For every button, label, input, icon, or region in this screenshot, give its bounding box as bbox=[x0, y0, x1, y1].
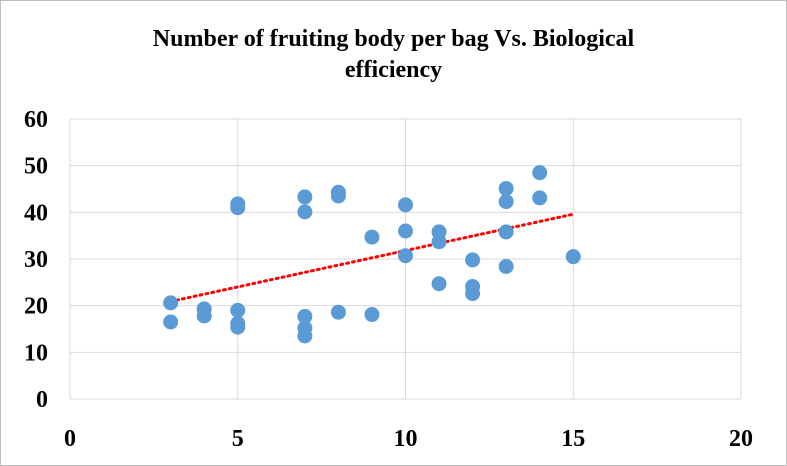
data-point-29 bbox=[498, 194, 514, 210]
data-point-9 bbox=[297, 189, 313, 205]
axes bbox=[69, 119, 741, 400]
data-point-10 bbox=[297, 204, 313, 220]
data-point-32 bbox=[532, 165, 548, 181]
data-points bbox=[163, 165, 581, 344]
x-tick-label-0: 0 bbox=[64, 426, 76, 452]
data-point-0 bbox=[163, 295, 179, 311]
data-point-21 bbox=[398, 248, 413, 264]
data-point-25 bbox=[465, 252, 481, 268]
data-point-20 bbox=[398, 223, 413, 239]
trendline-layer bbox=[169, 212, 575, 303]
x-tick-label-2: 10 bbox=[394, 426, 418, 452]
data-point-13 bbox=[297, 328, 313, 344]
data-point-17 bbox=[364, 229, 380, 245]
data-point-6 bbox=[230, 302, 246, 318]
data-point-15 bbox=[330, 188, 346, 204]
data-point-3 bbox=[196, 308, 212, 324]
data-point-23 bbox=[431, 234, 447, 250]
x-tick-label-1: 5 bbox=[232, 426, 244, 452]
y-tick-label-5: 50 bbox=[24, 154, 48, 180]
data-point-30 bbox=[498, 224, 514, 240]
y-tick-labels: 0 10 20 30 40 50 60 bbox=[24, 107, 48, 413]
y-tick-label-1: 10 bbox=[24, 340, 48, 366]
data-point-8 bbox=[230, 319, 246, 335]
x-tick-labels: 0 5 10 15 20 bbox=[64, 426, 753, 452]
data-point-31 bbox=[498, 258, 514, 274]
chart-title-line-1: Number of fruiting body per bag Vs. Biol… bbox=[152, 26, 635, 52]
data-point-16 bbox=[330, 304, 346, 320]
y-tick-label-0: 0 bbox=[36, 387, 48, 413]
chart-title-line-2: efficiency bbox=[344, 57, 443, 83]
data-point-19 bbox=[398, 197, 413, 213]
data-point-18 bbox=[364, 307, 380, 323]
data-point-33 bbox=[532, 190, 548, 206]
y-tick-label-3: 30 bbox=[24, 247, 48, 273]
data-point-5 bbox=[230, 200, 246, 216]
linear-trendline bbox=[169, 212, 575, 303]
horizontal-gridlines bbox=[70, 118, 741, 353]
data-point-11 bbox=[297, 308, 313, 324]
data-point-1 bbox=[163, 314, 179, 330]
x-tick-label-4: 20 bbox=[729, 426, 753, 452]
data-point-28 bbox=[498, 181, 514, 197]
y-tick-label-2: 20 bbox=[24, 294, 48, 320]
chart-title: Number of fruiting body per bag Vs. Biol… bbox=[0, 24, 787, 86]
data-point-34 bbox=[565, 249, 581, 265]
data-point-24 bbox=[431, 276, 447, 292]
data-point-27 bbox=[465, 286, 481, 302]
x-tick-label-3: 15 bbox=[561, 426, 585, 452]
y-tick-label-4: 40 bbox=[24, 200, 48, 226]
y-tick-label-6: 60 bbox=[24, 107, 48, 133]
